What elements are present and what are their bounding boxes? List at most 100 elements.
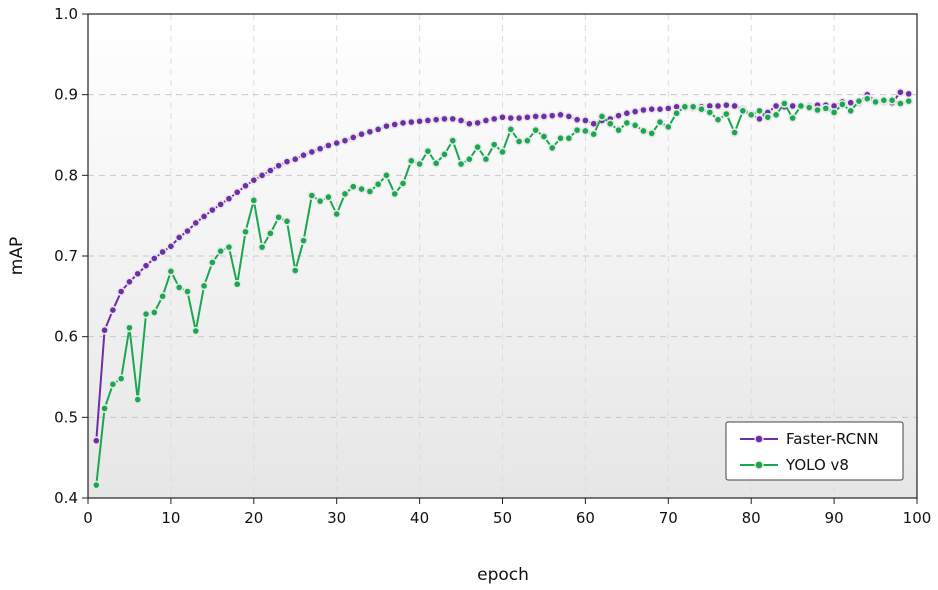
data-point-yolo-v8 bbox=[697, 104, 706, 114]
data-point-yolo-v8 bbox=[547, 143, 557, 153]
data-point-faster-rcnn bbox=[382, 121, 391, 131]
data-point-yolo-v8 bbox=[299, 236, 308, 246]
data-point-yolo-v8 bbox=[174, 283, 184, 292]
data-point-yolo-v8 bbox=[755, 106, 764, 116]
data-point-faster-rcnn bbox=[249, 175, 259, 185]
data-point-faster-rcnn bbox=[290, 154, 300, 164]
data-point-yolo-v8 bbox=[531, 125, 541, 135]
data-point-yolo-v8 bbox=[779, 99, 789, 108]
data-point-yolo-v8 bbox=[489, 140, 499, 150]
data-point-yolo-v8 bbox=[315, 196, 325, 206]
series-layer bbox=[91, 87, 914, 490]
data-point-yolo-v8 bbox=[821, 103, 831, 113]
data-point-faster-rcnn bbox=[622, 108, 632, 118]
data-point-faster-rcnn bbox=[406, 117, 416, 127]
y-tick-label: 0.7 bbox=[54, 247, 78, 265]
y-tick-label: 0.9 bbox=[54, 86, 78, 104]
data-point-yolo-v8 bbox=[738, 106, 748, 116]
data-point-faster-rcnn bbox=[481, 116, 491, 125]
data-point-faster-rcnn bbox=[332, 138, 342, 148]
data-point-faster-rcnn bbox=[630, 107, 640, 117]
data-point-faster-rcnn bbox=[663, 103, 673, 113]
data-point-faster-rcnn bbox=[539, 112, 549, 121]
data-point-yolo-v8 bbox=[622, 118, 632, 128]
x-tick-label: 50 bbox=[493, 509, 512, 527]
data-point-yolo-v8 bbox=[904, 96, 914, 106]
legend: Faster-RCNN YOLO v8 bbox=[725, 421, 904, 481]
data-point-faster-rcnn bbox=[639, 105, 648, 115]
data-point-yolo-v8 bbox=[207, 258, 217, 267]
data-point-faster-rcnn bbox=[464, 119, 474, 129]
data-point-faster-rcnn bbox=[431, 115, 441, 125]
data-point-faster-rcnn bbox=[456, 116, 466, 125]
data-point-yolo-v8 bbox=[274, 212, 284, 222]
x-tick-label: 0 bbox=[83, 509, 93, 527]
data-point-yolo-v8 bbox=[282, 216, 292, 226]
y-tick-label: 0.8 bbox=[54, 166, 78, 184]
data-point-yolo-v8 bbox=[672, 108, 681, 118]
data-point-yolo-v8 bbox=[464, 154, 474, 164]
data-point-yolo-v8 bbox=[108, 379, 118, 389]
data-point-faster-rcnn bbox=[241, 181, 250, 191]
data-point-yolo-v8 bbox=[605, 119, 615, 129]
legend-label-yolo-v8: YOLO v8 bbox=[785, 456, 849, 474]
data-point-faster-rcnn bbox=[315, 144, 325, 154]
data-point-faster-rcnn bbox=[398, 118, 408, 128]
data-point-faster-rcnn bbox=[771, 101, 781, 111]
data-point-faster-rcnn bbox=[125, 277, 134, 287]
data-point-yolo-v8 bbox=[846, 106, 856, 116]
data-point-faster-rcnn bbox=[448, 114, 458, 124]
data-point-yolo-v8 bbox=[324, 192, 333, 202]
data-point-yolo-v8 bbox=[448, 136, 458, 146]
data-point-faster-rcnn bbox=[183, 226, 192, 236]
data-point-faster-rcnn bbox=[755, 114, 764, 124]
data-point-yolo-v8 bbox=[365, 187, 375, 196]
data-point-faster-rcnn bbox=[506, 113, 516, 123]
data-point-yolo-v8 bbox=[473, 142, 483, 152]
data-point-faster-rcnn bbox=[274, 161, 284, 171]
data-point-yolo-v8 bbox=[506, 124, 516, 134]
data-point-yolo-v8 bbox=[431, 158, 441, 168]
data-point-yolo-v8 bbox=[854, 96, 864, 106]
legend-marker-yolo-v8 bbox=[754, 460, 764, 470]
data-point-yolo-v8 bbox=[133, 395, 143, 404]
data-point-yolo-v8 bbox=[191, 326, 201, 336]
x-tick-label: 90 bbox=[825, 509, 844, 527]
data-point-yolo-v8 bbox=[249, 195, 259, 205]
data-point-yolo-v8 bbox=[257, 242, 267, 252]
x-tick-label: 20 bbox=[244, 509, 263, 527]
data-point-yolo-v8 bbox=[680, 102, 690, 112]
legend-marker-faster-rcnn bbox=[754, 434, 764, 444]
data-point-faster-rcnn bbox=[415, 116, 424, 126]
data-point-yolo-v8 bbox=[116, 374, 126, 384]
data-point-yolo-v8 bbox=[796, 101, 806, 111]
data-point-faster-rcnn bbox=[141, 261, 151, 271]
data-point-yolo-v8 bbox=[556, 133, 565, 143]
data-point-yolo-v8 bbox=[440, 149, 449, 159]
data-point-yolo-v8 bbox=[290, 266, 300, 275]
data-point-yolo-v8 bbox=[730, 128, 740, 137]
data-point-faster-rcnn bbox=[498, 112, 507, 122]
tick-layer: 0 10 20 30 40 50 60 70 80 90 100 0.4 0.5 0.6 0.7 0.8 0.9… bbox=[54, 5, 931, 527]
data-point-yolo-v8 bbox=[837, 99, 847, 109]
data-point-faster-rcnn bbox=[299, 150, 308, 160]
data-point-yolo-v8 bbox=[141, 309, 151, 319]
data-point-yolo-v8 bbox=[721, 109, 731, 119]
data-point-yolo-v8 bbox=[241, 227, 250, 237]
data-point-faster-rcnn bbox=[522, 112, 532, 122]
data-point-faster-rcnn bbox=[564, 112, 574, 121]
data-point-yolo-v8 bbox=[307, 191, 317, 200]
data-point-yolo-v8 bbox=[382, 170, 391, 180]
data-point-faster-rcnn bbox=[116, 287, 126, 296]
data-point-yolo-v8 bbox=[871, 97, 880, 107]
data-point-yolo-v8 bbox=[149, 308, 159, 317]
y-tick-label: 0.4 bbox=[54, 489, 78, 507]
data-point-yolo-v8 bbox=[456, 159, 466, 169]
y-tick-label: 0.5 bbox=[54, 408, 78, 426]
series-yolo-v8 bbox=[91, 94, 914, 490]
data-point-yolo-v8 bbox=[589, 129, 599, 139]
data-point-yolo-v8 bbox=[332, 209, 342, 219]
y-tick-label: 0.6 bbox=[54, 328, 78, 346]
